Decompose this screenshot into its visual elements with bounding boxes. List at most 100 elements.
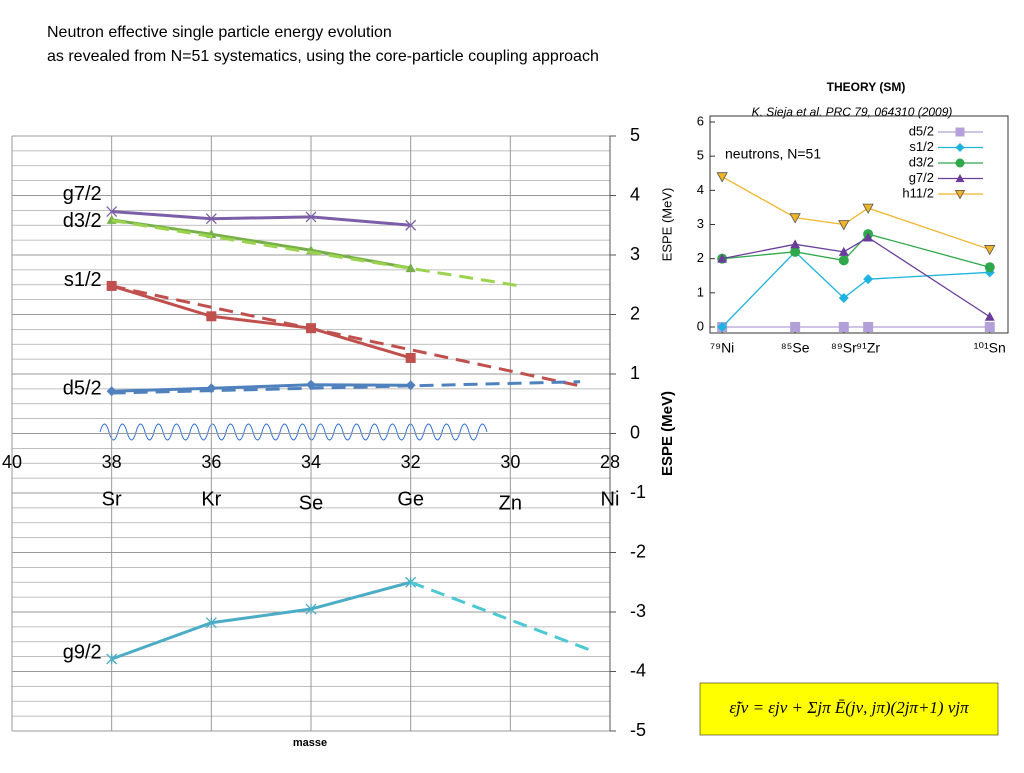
- marker: [955, 158, 965, 168]
- series-label: s1/2: [64, 269, 102, 291]
- legend-label: d3/2: [909, 154, 934, 169]
- x-tick-label: ⁸⁵Se: [781, 340, 810, 356]
- x-tick-label: 32: [401, 452, 421, 472]
- marker: [863, 322, 874, 332]
- y-tick-label: -4: [630, 660, 646, 680]
- marker: [790, 239, 801, 249]
- series-label: g9/2: [63, 641, 102, 663]
- marker: [205, 213, 217, 225]
- formula-box: [699, 682, 999, 736]
- annotation: neutrons, N=51: [725, 146, 821, 162]
- marker: [838, 292, 849, 303]
- y-tick-label: 5: [697, 148, 704, 163]
- element-label: Sr: [102, 488, 122, 510]
- marker: [955, 143, 965, 152]
- marker: [405, 352, 416, 363]
- y-tick-label: -2: [630, 541, 646, 561]
- marker: [717, 322, 728, 332]
- dashed-line: [410, 580, 596, 654]
- marker: [305, 603, 317, 615]
- title-line: Neutron effective single particle energy…: [47, 24, 392, 41]
- inset-title: THEORY (SM): [827, 80, 906, 94]
- series-line: [722, 236, 991, 318]
- marker: [206, 311, 217, 322]
- legend-label: h11/2: [902, 185, 934, 200]
- x-tick-label: 40: [2, 452, 22, 472]
- wavy-line: [99, 423, 488, 441]
- y-tick-label: -3: [630, 601, 646, 621]
- element-label: Se: [299, 492, 323, 514]
- dashed-line: [111, 219, 521, 288]
- marker: [955, 127, 965, 137]
- series-line: [111, 580, 412, 661]
- y-tick-label: 4: [630, 184, 640, 204]
- marker: [984, 245, 996, 256]
- y-tick-label: 1: [697, 284, 704, 299]
- marker: [717, 253, 728, 263]
- marker: [984, 311, 995, 321]
- y-tick-label: 2: [630, 303, 640, 323]
- y-tick-label: 5: [630, 125, 640, 145]
- dashed-line: [111, 284, 581, 388]
- y-tick-label: -1: [630, 482, 646, 502]
- series-line: [721, 176, 990, 251]
- x-tick-label: ⁷⁹Ni: [710, 340, 734, 356]
- series-line: [111, 284, 412, 360]
- marker: [838, 322, 849, 332]
- dashed-line: [111, 380, 581, 395]
- marker: [838, 255, 849, 266]
- x-tick-label: ⁹¹Zr: [856, 340, 880, 356]
- x-axis-label: masse: [293, 737, 327, 749]
- y-tick-label: 3: [630, 244, 640, 264]
- element-label: Ge: [397, 488, 424, 510]
- marker: [984, 322, 995, 332]
- marker: [955, 174, 965, 183]
- marker: [790, 246, 801, 257]
- marker: [789, 213, 801, 224]
- title-line: as revealed from N=51 systematics, using…: [47, 48, 599, 65]
- x-tick-label: ¹⁰¹Sn: [974, 340, 1006, 356]
- y-tick-label: 0: [630, 422, 640, 442]
- marker: [984, 262, 995, 273]
- series-line: [111, 210, 411, 227]
- y-tick-label: -5: [630, 720, 646, 740]
- series-line: [111, 383, 411, 393]
- x-tick-label: ⁸⁹Sr: [831, 340, 857, 356]
- marker: [863, 232, 874, 242]
- marker: [106, 206, 118, 218]
- marker: [205, 617, 217, 629]
- x-tick-label: 38: [102, 452, 122, 472]
- series-label: d3/2: [63, 210, 102, 232]
- x-tick-label: 28: [600, 452, 620, 472]
- x-tick-label: 30: [500, 452, 520, 472]
- y-axis-label: ESPE (MeV): [659, 391, 676, 476]
- marker: [954, 190, 966, 200]
- marker: [838, 246, 849, 256]
- legend-label: s1/2: [909, 139, 934, 154]
- formula: ε̃jν = εjν + Σjπ Ē(jν, jπ)(2jπ+1) vjπ: [729, 698, 969, 717]
- y-tick-label: 3: [697, 216, 704, 231]
- legend-label: d5/2: [909, 123, 934, 138]
- marker: [405, 219, 417, 231]
- marker: [863, 274, 874, 285]
- inset-subtitle: K. Sieja et al. PRC 79, 064310 (2009): [752, 105, 953, 119]
- y-tick-label: 6: [697, 113, 704, 128]
- series-label: g7/2: [63, 183, 102, 205]
- y-tick-label: 4: [697, 182, 704, 197]
- element-label: Kr: [201, 488, 221, 510]
- x-tick-label: 36: [201, 452, 221, 472]
- element-label: Ni: [601, 488, 620, 510]
- y-axis-label: ESPE (MeV): [659, 188, 674, 262]
- y-tick-label: 0: [697, 318, 704, 333]
- x-tick-label: 34: [301, 452, 321, 472]
- element-label: Zn: [499, 492, 522, 514]
- marker: [106, 653, 118, 665]
- y-tick-label: 2: [697, 250, 704, 265]
- marker: [106, 386, 117, 397]
- y-tick-label: 1: [630, 363, 640, 383]
- marker: [862, 203, 874, 214]
- series-line: [721, 250, 990, 328]
- marker: [716, 172, 728, 183]
